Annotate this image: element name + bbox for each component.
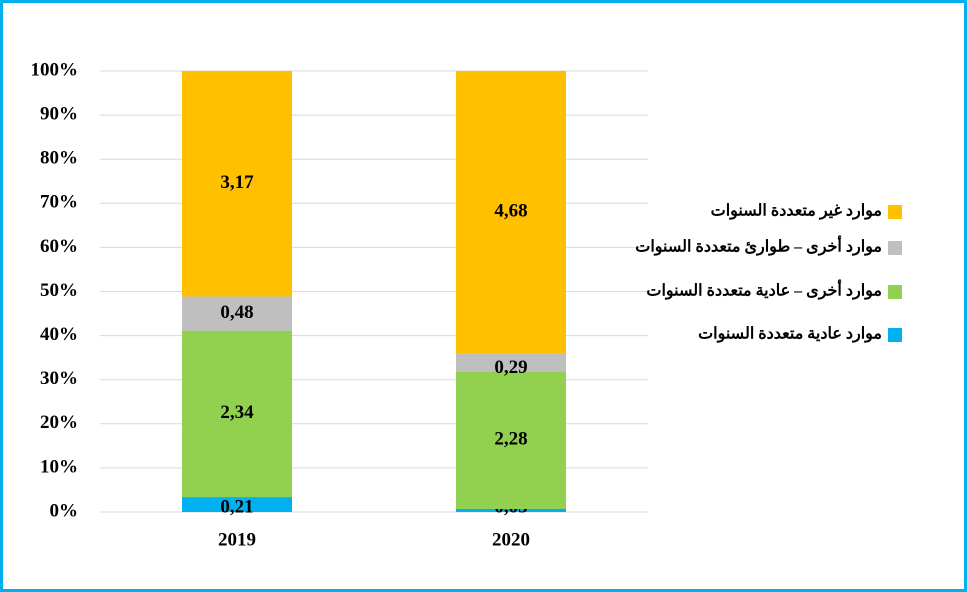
y-tick-label: 80% — [40, 148, 78, 169]
bar-segment — [456, 371, 566, 509]
legend-label: موارد غير متعددة السنوات — [711, 203, 882, 221]
y-tick-label: 20% — [40, 412, 78, 433]
data-label: 4,68 — [494, 201, 527, 222]
x-tick-label: 2019 — [218, 529, 256, 550]
bar-segment — [456, 71, 566, 354]
legend-label: موارد أخرى – عادية متعددة السنوات — [646, 279, 882, 301]
data-label: 3,17 — [220, 172, 254, 193]
data-label: 0,48 — [220, 302, 253, 323]
y-tick-label: 60% — [40, 236, 78, 257]
legend-swatch — [888, 328, 902, 342]
data-label: 0,21 — [220, 496, 253, 517]
y-tick-label: 70% — [40, 192, 78, 213]
bar-segment — [182, 330, 292, 498]
y-tick-label: 40% — [40, 324, 78, 345]
bar-segment — [456, 353, 566, 372]
legend-label: موارد أخرى – طوارئ متعددة السنوات — [635, 235, 882, 257]
y-tick-label: 0% — [50, 500, 79, 521]
bar-segment — [182, 497, 292, 512]
legend-swatch — [888, 241, 902, 255]
y-tick-label: 100% — [31, 59, 79, 80]
bar-segment — [182, 71, 292, 297]
bar-segment — [456, 508, 566, 512]
x-tick-label: 2020 — [492, 529, 530, 550]
y-tick-label: 50% — [40, 280, 78, 301]
data-label: 2,34 — [220, 402, 254, 423]
y-tick-label: 10% — [40, 456, 78, 477]
y-tick-label: 90% — [40, 103, 78, 124]
legend-label: موارد عادية متعددة السنوات — [698, 326, 882, 344]
data-label: 2,28 — [494, 428, 527, 449]
y-tick-label: 30% — [40, 368, 78, 389]
legend-swatch — [888, 285, 902, 299]
bar-segment — [182, 296, 292, 331]
legend-swatch — [888, 205, 902, 219]
data-label: 0,29 — [494, 357, 527, 378]
